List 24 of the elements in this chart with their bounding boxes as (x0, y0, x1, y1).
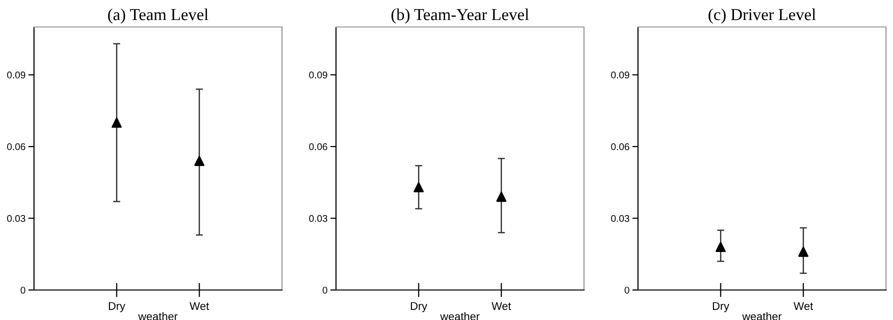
y-tick-label: 0.03 (309, 215, 328, 222)
x-axis-title: weather (742, 312, 782, 320)
y-tick-label: 0.03 (611, 215, 630, 222)
x-tick-label: Dry (712, 302, 730, 312)
x-tick-label: Wet (794, 302, 814, 310)
y-tick-label: 0 (624, 286, 630, 294)
chart-title: (b) Team-Year Level (392, 8, 529, 24)
x-tick-label: Dry (410, 302, 428, 312)
y-tick-label: 0.09 (7, 72, 26, 78)
chart-title: (c) Driver Level (708, 8, 816, 24)
x-axis-title: weather (440, 312, 480, 320)
y-tick-label: 0 (20, 286, 26, 294)
y-tick-label: 0.06 (309, 143, 328, 150)
y-tick-label: 0.06 (7, 143, 26, 150)
x-tick-label: Dry (108, 302, 126, 312)
x-axis-title: weather (138, 312, 178, 320)
y-tick-label: 0.09 (309, 72, 328, 78)
chart-title: (a) Team Level (108, 8, 208, 24)
x-tick-label: Wet (492, 302, 512, 310)
y-tick-label: 0.03 (7, 215, 26, 222)
y-tick-label: 0.09 (611, 72, 630, 78)
y-tick-label: 0 (322, 286, 328, 294)
y-tick-label: 0.06 (611, 143, 630, 150)
x-tick-label: Wet (190, 302, 210, 310)
